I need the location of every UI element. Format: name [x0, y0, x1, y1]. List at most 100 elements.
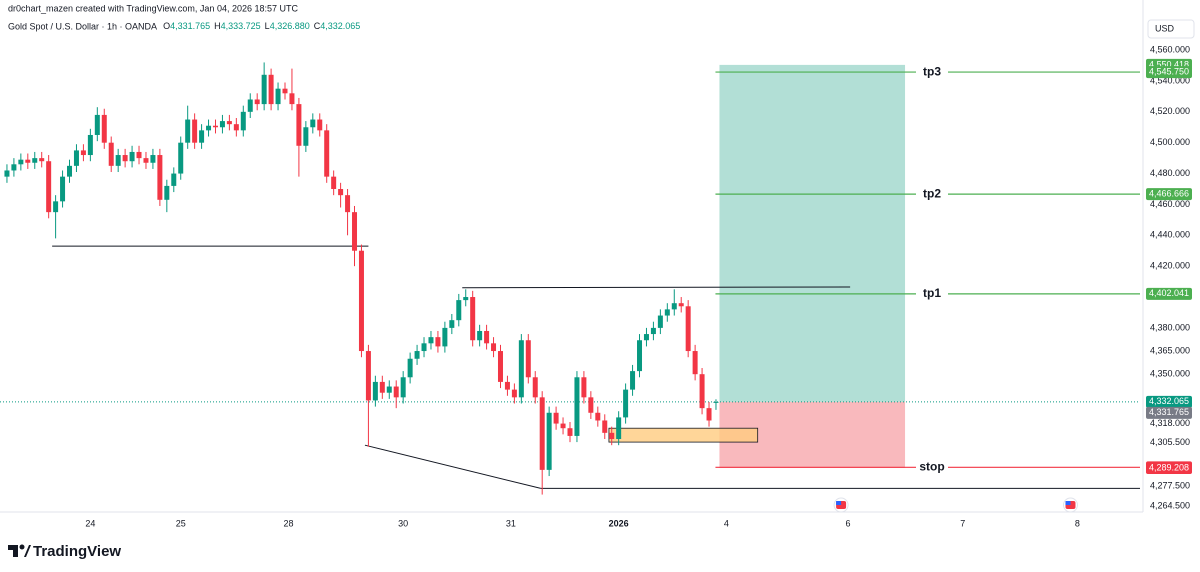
price-tag	[1146, 287, 1192, 300]
candle-body	[268, 74, 274, 105]
candle-body	[400, 377, 406, 398]
ohlc-key: C	[314, 21, 321, 31]
trendline	[462, 286, 851, 289]
flag-blue	[836, 501, 842, 505]
ohlc-value: 4,332.065	[320, 21, 360, 31]
plot-area: tp3 tp2 tp1 stop	[0, 62, 1140, 513]
candle-body	[192, 119, 198, 143]
candle-body	[352, 212, 358, 251]
candle-body	[143, 158, 149, 163]
y-tick-label: 4,420.000	[1150, 261, 1190, 271]
candle-body	[101, 114, 107, 143]
currency-box[interactable]	[1147, 19, 1195, 39]
candle-body	[254, 99, 260, 105]
event-flag[interactable]	[1062, 497, 1078, 513]
x-tick-label: 25	[176, 518, 186, 528]
candle-body	[289, 93, 295, 105]
currency: USD	[1155, 23, 1175, 33]
candle-body	[226, 121, 232, 125]
ohlc-key: L	[265, 21, 270, 31]
logo-mark	[19, 544, 25, 550]
level-name: tp2	[923, 186, 941, 200]
x-tick-label: 8	[1075, 518, 1080, 528]
price-tag	[1146, 395, 1192, 408]
candle-body	[602, 420, 608, 433]
candle-body	[164, 185, 170, 200]
candle-body	[421, 343, 427, 352]
candle-body	[39, 158, 45, 162]
candle-body	[129, 151, 135, 162]
price-tag-label: 4,289.208	[1149, 462, 1189, 472]
candle-body	[671, 303, 677, 310]
candle-body	[484, 330, 490, 344]
candle-body	[206, 125, 212, 131]
candle-body	[310, 119, 316, 128]
candle-body	[574, 377, 580, 436]
candle-body	[11, 164, 17, 171]
candle-body	[685, 306, 691, 352]
ohlc-value: 4,333.725	[221, 21, 261, 31]
candle-body	[497, 351, 503, 382]
candle-body	[331, 176, 337, 189]
candle-body	[219, 121, 225, 128]
credit: dr0chart_mazen created with TradingView.…	[8, 3, 298, 13]
candle-body	[637, 340, 643, 372]
price-tag-label: 4,402.041	[1149, 288, 1189, 298]
candle-body	[595, 412, 601, 421]
candle-body	[80, 150, 86, 156]
candle-body	[67, 165, 73, 177]
candle-body	[247, 99, 253, 112]
candle-body	[212, 125, 218, 128]
candle-body	[240, 111, 246, 131]
y-tick-label: 4,560.000	[1150, 44, 1190, 54]
event-flag[interactable]	[833, 497, 849, 513]
candle-body	[115, 155, 121, 166]
candle-body	[282, 88, 288, 94]
candle-body	[87, 134, 93, 156]
candle-body	[296, 104, 302, 146]
candle-body	[157, 155, 163, 200]
price-tag-label: 4,332.065	[1149, 396, 1189, 406]
candle-body	[365, 351, 371, 401]
price-tag	[1146, 188, 1192, 201]
y-tick-label: 4,277.500	[1150, 480, 1190, 490]
candle-body	[435, 337, 441, 347]
candle-body	[630, 371, 636, 390]
candle-body	[678, 303, 684, 307]
demand-zone	[608, 427, 759, 443]
candle-body	[623, 389, 629, 418]
price-tag-label: 4,550.418	[1149, 59, 1189, 69]
x-tick-label: 4	[724, 518, 729, 528]
y-tick-label: 4,520.000	[1150, 106, 1190, 116]
y-tick-label: 4,540.000	[1150, 75, 1190, 85]
candle-body	[32, 158, 38, 163]
level-name: tp1	[923, 286, 941, 300]
ohlc-key: O	[163, 21, 170, 31]
candle-body	[546, 412, 552, 470]
candle-body	[233, 124, 239, 131]
candle-body	[692, 351, 698, 375]
logo	[8, 544, 31, 557]
x-tick-label: 28	[283, 518, 293, 528]
candle-body	[122, 155, 128, 162]
price-tag	[1146, 462, 1192, 475]
y-tick-label: 4,305.500	[1150, 437, 1190, 447]
candle-body	[372, 381, 378, 401]
price-tag	[1146, 66, 1192, 79]
brand: TradingView	[33, 543, 121, 560]
candle-body	[456, 300, 462, 321]
candle-body	[616, 417, 622, 440]
candle-body	[345, 195, 351, 213]
candle-body	[60, 176, 66, 202]
profit-zone	[719, 64, 906, 402]
candle-body	[53, 201, 59, 213]
candle-body	[414, 351, 420, 359]
candle-body	[428, 337, 434, 344]
candle-body	[567, 428, 573, 436]
candle-body	[525, 340, 531, 378]
candle-body	[199, 130, 205, 143]
candle-body	[463, 297, 469, 301]
candle-body	[657, 315, 663, 328]
candle-body	[609, 432, 615, 440]
